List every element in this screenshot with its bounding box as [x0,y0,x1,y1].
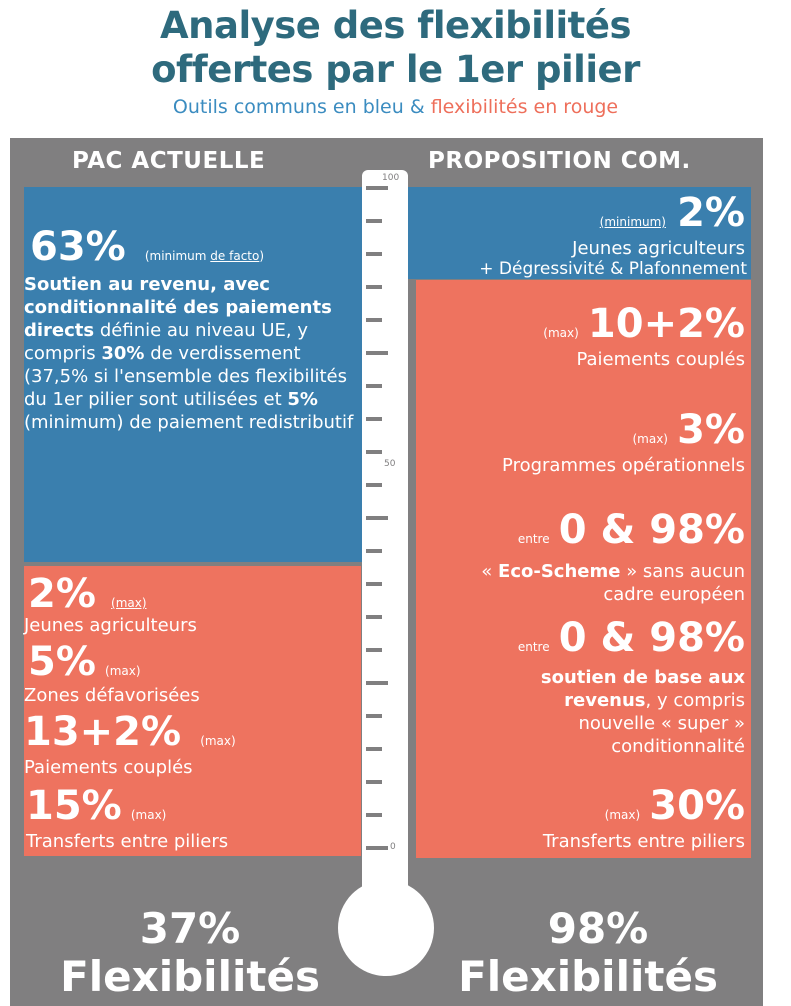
left-item-transfers: 15% (max) [26,783,167,829]
right-total-pct: 98% [547,904,649,953]
page-title: Analyse des flexibilités offertes par le… [0,4,791,92]
thermometer-tick [366,417,382,421]
thermometer-tick [366,318,382,322]
thermometer-tick [366,285,382,289]
right-total-label: Flexibilités [458,952,718,1001]
right-column-title: PROPOSITION COM. [428,148,691,174]
thermometer-tick [366,648,382,652]
title-line-1: Analyse des flexibilités [160,4,632,47]
left-item-disadvantaged-zones: 5% (max) [28,639,141,685]
left-flexibilities-block: 2% (max) Jeunes agriculteurs 5% (max) Zo… [24,566,361,856]
thermometer-tick [366,252,382,256]
scale-100-label: 100 [382,173,400,183]
left-blue-description: Soutien au revenu, avec conditionnalité … [24,274,354,433]
thermometer-tick [366,186,388,190]
thermometer-tick [366,450,382,454]
left-blue-pct: 63% [30,224,126,270]
right-item-transfers: (max) 30% [604,783,745,829]
left-item-coupled-payments: 13+2% (max) [24,709,236,755]
right-item-operational: (max) 3% [632,407,745,453]
thermometer-tick [366,219,382,223]
scale-0-label: 0 [390,842,396,852]
left-blue-note: (minimum de facto) [144,249,265,263]
thermometer-tick [366,846,388,850]
right-item-operational-label: Programmes opérationnels [502,455,745,476]
left-column-title: PAC ACTUELLE [72,148,266,174]
right-item-coupled-label: Paiements couplés [576,349,745,370]
thermometer-tick [366,747,382,751]
title-line-2: offertes par le 1er pilier [151,48,640,91]
left-item-transfers-label: Transferts entre piliers [26,831,229,852]
subtitle-blue: Outils communs en bleu [172,96,404,118]
subtitle-red: flexibilités en rouge [430,96,619,118]
right-flexibilities-block: (max) 10+2% Paiements couplés (max) 3% P… [416,280,751,858]
right-item-eco-scheme: entre 0 & 98% [517,507,745,553]
left-total-label: Flexibilités [60,952,320,1001]
thermometer-bulb [338,880,434,976]
left-common-tools-block: 63% (minimum de facto) Soutien au revenu… [24,187,364,562]
right-blue-pct-row: (minimum) 2% [599,190,745,236]
right-common-tools-block: (minimum) 2% Jeunes agriculteurs + Dégre… [404,187,751,279]
left-item-coupled-payments-label: Paiements couplés [24,757,193,778]
subtitle: Outils communs en bleu & flexibilités en… [0,96,791,118]
thermometer-tick [366,780,382,784]
thermometer-tick [366,582,382,586]
left-item-young-farmers: 2% (max) [28,571,147,617]
right-item-transfers-label: Transferts entre piliers [542,831,745,852]
scale-50-label: 50 [384,459,396,469]
thermometer-tick [366,681,388,685]
left-item-disadvantaged-zones-label: Zones défavorisées [24,685,200,706]
thermometer-tick [366,549,382,553]
right-blue-line1: Jeunes agriculteurs [572,238,745,259]
right-blue-line2: + Dégressivité & Plafonnement [479,259,747,279]
right-item-eco-scheme-label: « Eco-Scheme » sans aucun cadre européen [481,561,745,605]
thermometer-tick [366,483,382,487]
thermometer-tick [366,384,382,388]
thermometer-tick [366,351,388,355]
thermometer-tick [366,714,382,718]
thermometer-tick [366,813,382,817]
right-item-basic-income-label: soutien de base aux revenus, y compris n… [540,667,745,757]
right-item-basic-income: entre 0 & 98% [517,615,745,661]
subtitle-amp: & [409,96,425,118]
left-item-young-farmers-label: Jeunes agriculteurs [24,615,197,636]
thermometer-tick [366,615,382,619]
thermometer-tick [366,516,388,520]
right-item-coupled: (max) 10+2% [543,301,745,347]
left-total-pct: 37% [139,904,241,953]
